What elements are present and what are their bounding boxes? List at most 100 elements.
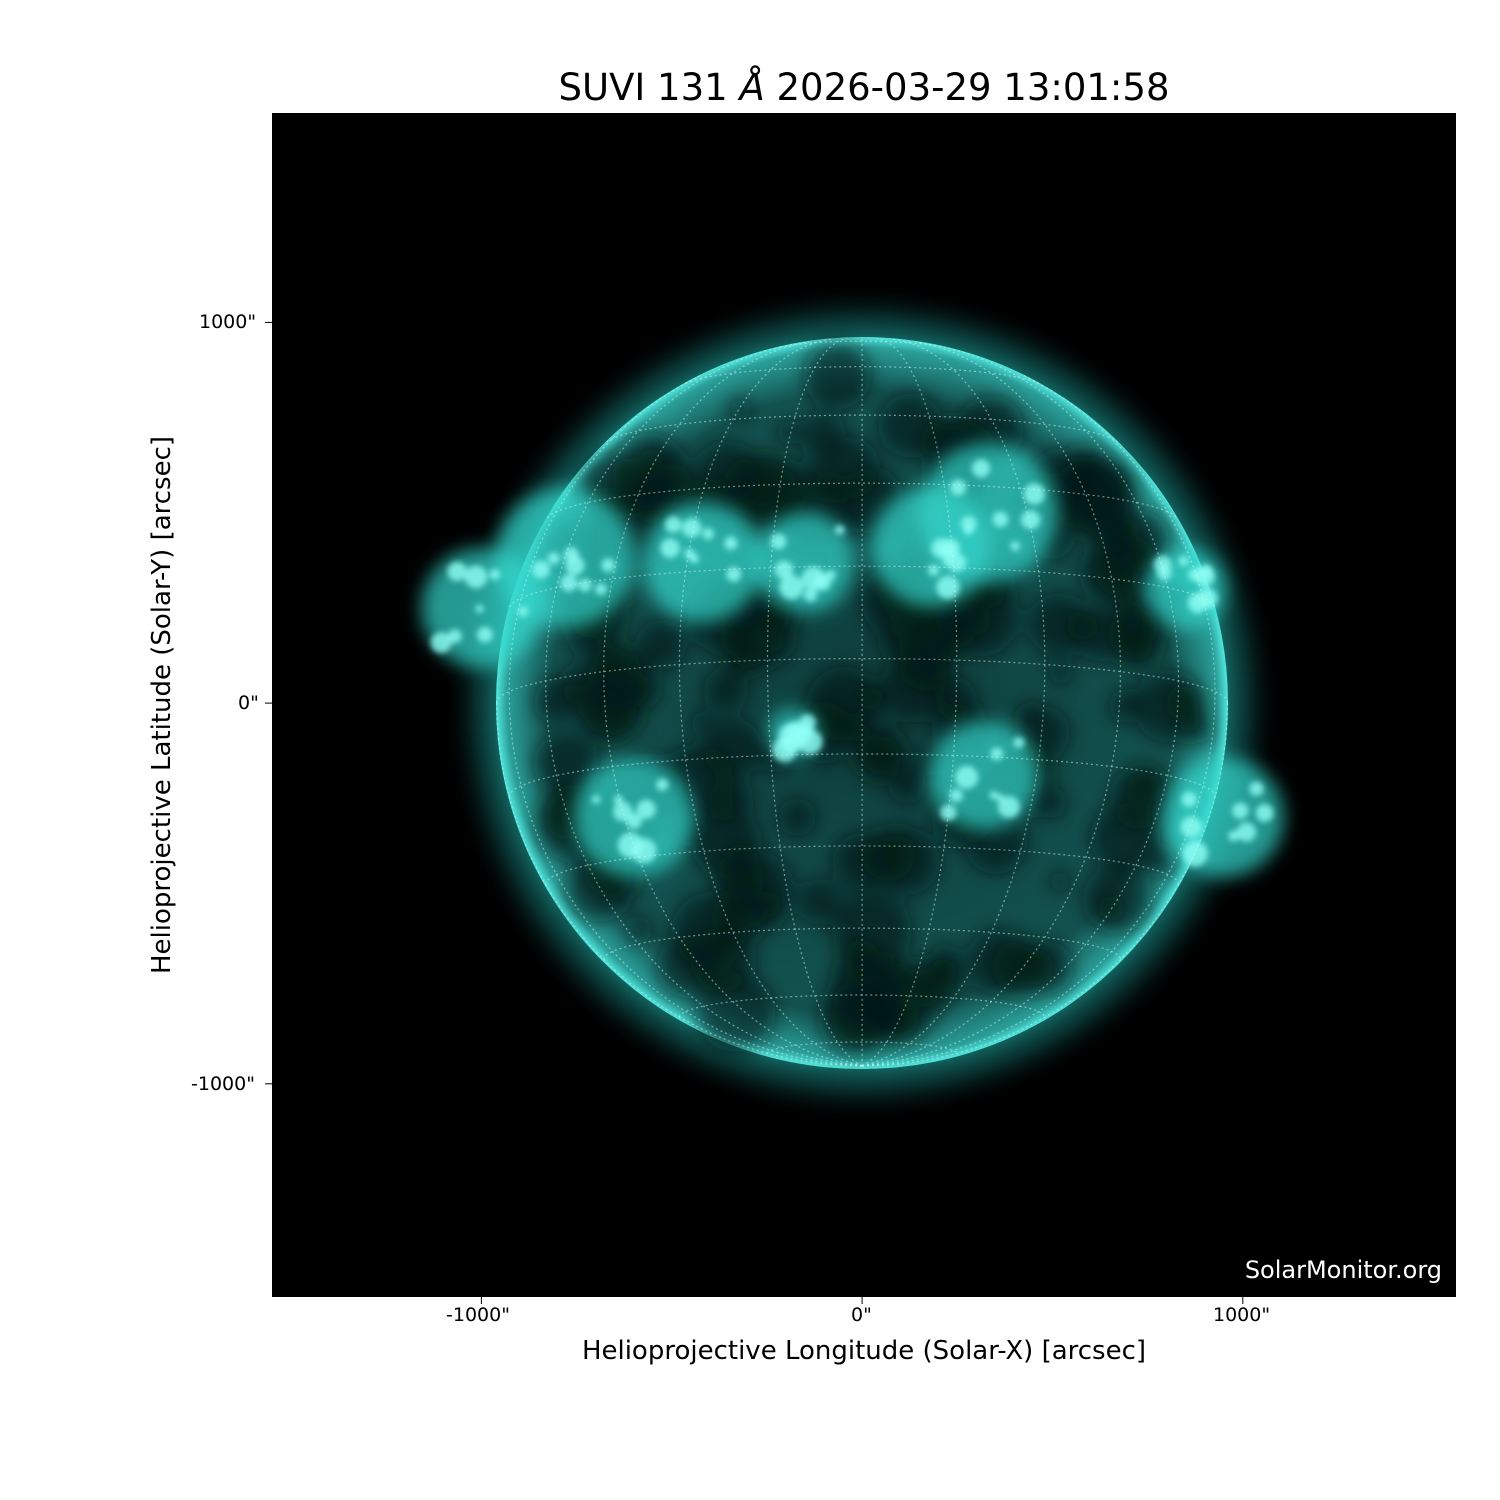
bright-loop xyxy=(1023,483,1046,505)
dark-region xyxy=(852,724,907,779)
bright-loop xyxy=(834,524,845,535)
bright-loop xyxy=(636,799,656,819)
dark-region xyxy=(1049,870,1071,892)
dark-region xyxy=(832,833,890,891)
dark-region xyxy=(858,683,887,712)
bright-loop xyxy=(591,795,601,804)
x-axis-label: Helioprojective Longitude (Solar-X) [arc… xyxy=(581,1336,1147,1366)
bright-loop xyxy=(447,629,462,644)
dark-region xyxy=(888,767,926,804)
x-tick-label: 0" xyxy=(851,1304,872,1326)
dark-region xyxy=(1048,659,1074,685)
longitude-gridline xyxy=(766,337,863,1067)
bright-loop xyxy=(601,558,615,572)
dark-region xyxy=(1068,444,1106,482)
watermark: SolarMonitor.org xyxy=(1244,1256,1442,1284)
bright-loop xyxy=(799,714,816,731)
dark-region xyxy=(730,398,753,421)
bright-loop xyxy=(972,459,991,478)
dark-region xyxy=(798,460,820,483)
bright-loop xyxy=(702,527,715,540)
bright-loop xyxy=(726,566,742,582)
bright-loop xyxy=(955,765,979,789)
dark-region xyxy=(1118,632,1156,670)
dark-region xyxy=(709,778,754,823)
bright-loop xyxy=(1232,802,1249,819)
y-tick-label: 1000" xyxy=(199,311,257,333)
bright-loop xyxy=(1180,816,1203,838)
latitude-gridline xyxy=(766,1041,958,1054)
bright-loop xyxy=(989,790,998,800)
dark-region xyxy=(763,630,787,654)
bright-loop xyxy=(803,588,818,602)
bright-loop xyxy=(950,479,967,496)
bright-loop xyxy=(430,632,452,654)
bright-loop xyxy=(947,553,967,572)
dark-region xyxy=(725,843,758,876)
bright-loop xyxy=(656,778,669,791)
dark-region xyxy=(799,412,846,459)
bright-loop xyxy=(998,796,1020,819)
dark-region xyxy=(636,465,672,500)
latitude-gridline xyxy=(780,340,945,348)
bright-loop xyxy=(560,574,578,592)
bright-loop xyxy=(578,578,592,592)
bright-loop xyxy=(626,813,642,829)
dark-region xyxy=(656,935,720,999)
dark-region xyxy=(696,972,776,1052)
bright-loop xyxy=(617,832,644,859)
bright-loop xyxy=(1228,830,1240,842)
bright-loop xyxy=(936,575,960,600)
bright-loop xyxy=(464,565,488,589)
y-tick-label: 0" xyxy=(238,692,259,714)
dark-region xyxy=(722,453,795,526)
bright-loop xyxy=(942,557,952,567)
bright-loop xyxy=(774,560,794,579)
bright-loop xyxy=(995,793,1005,802)
bright-loop xyxy=(779,575,804,600)
bright-loop xyxy=(724,536,738,550)
bright-loop xyxy=(1199,564,1213,578)
dark-region xyxy=(819,982,892,1055)
bright-loop xyxy=(489,568,501,581)
bright-loop xyxy=(595,583,607,596)
dark-region xyxy=(559,662,603,706)
dark-region xyxy=(625,915,653,943)
dark-region xyxy=(778,798,817,837)
latitude-gridline xyxy=(546,482,1178,519)
dark-region xyxy=(777,420,801,444)
bright-loop xyxy=(476,626,493,643)
bright-loop xyxy=(931,538,951,559)
bright-loop xyxy=(990,747,1004,761)
bright-loop xyxy=(992,511,1009,528)
x-tick-label: 1000" xyxy=(1213,1304,1271,1326)
bright-loop xyxy=(1188,568,1201,581)
bright-loop xyxy=(447,561,467,582)
dark-region xyxy=(1090,803,1160,873)
dark-region xyxy=(796,878,843,925)
chart-title: SUVI 131 Å 2026-03-29 13:01:58 xyxy=(558,66,1170,109)
dark-region xyxy=(993,937,1053,997)
bright-loop xyxy=(547,552,560,565)
dark-region xyxy=(1180,711,1213,744)
longitude-gridline xyxy=(603,341,863,1067)
dark-region xyxy=(748,891,787,930)
bright-loop xyxy=(682,518,702,538)
dark-region xyxy=(831,890,912,970)
bright-loop xyxy=(565,555,585,576)
x-tick-label: -1000" xyxy=(446,1304,510,1326)
bright-loop xyxy=(475,604,484,613)
dark-region xyxy=(878,625,913,660)
dark-region xyxy=(702,718,763,779)
longitude-gridline xyxy=(861,337,958,1067)
y-tick-label: -1000" xyxy=(191,1073,255,1095)
bright-loop xyxy=(801,566,826,591)
dark-region xyxy=(803,341,872,410)
bright-loop xyxy=(1181,791,1197,808)
longitude-gridline xyxy=(862,341,1122,1067)
bright-loop xyxy=(1021,510,1041,530)
bright-loop xyxy=(664,516,682,533)
bright-loop xyxy=(660,538,680,558)
bright-loop xyxy=(517,606,529,617)
